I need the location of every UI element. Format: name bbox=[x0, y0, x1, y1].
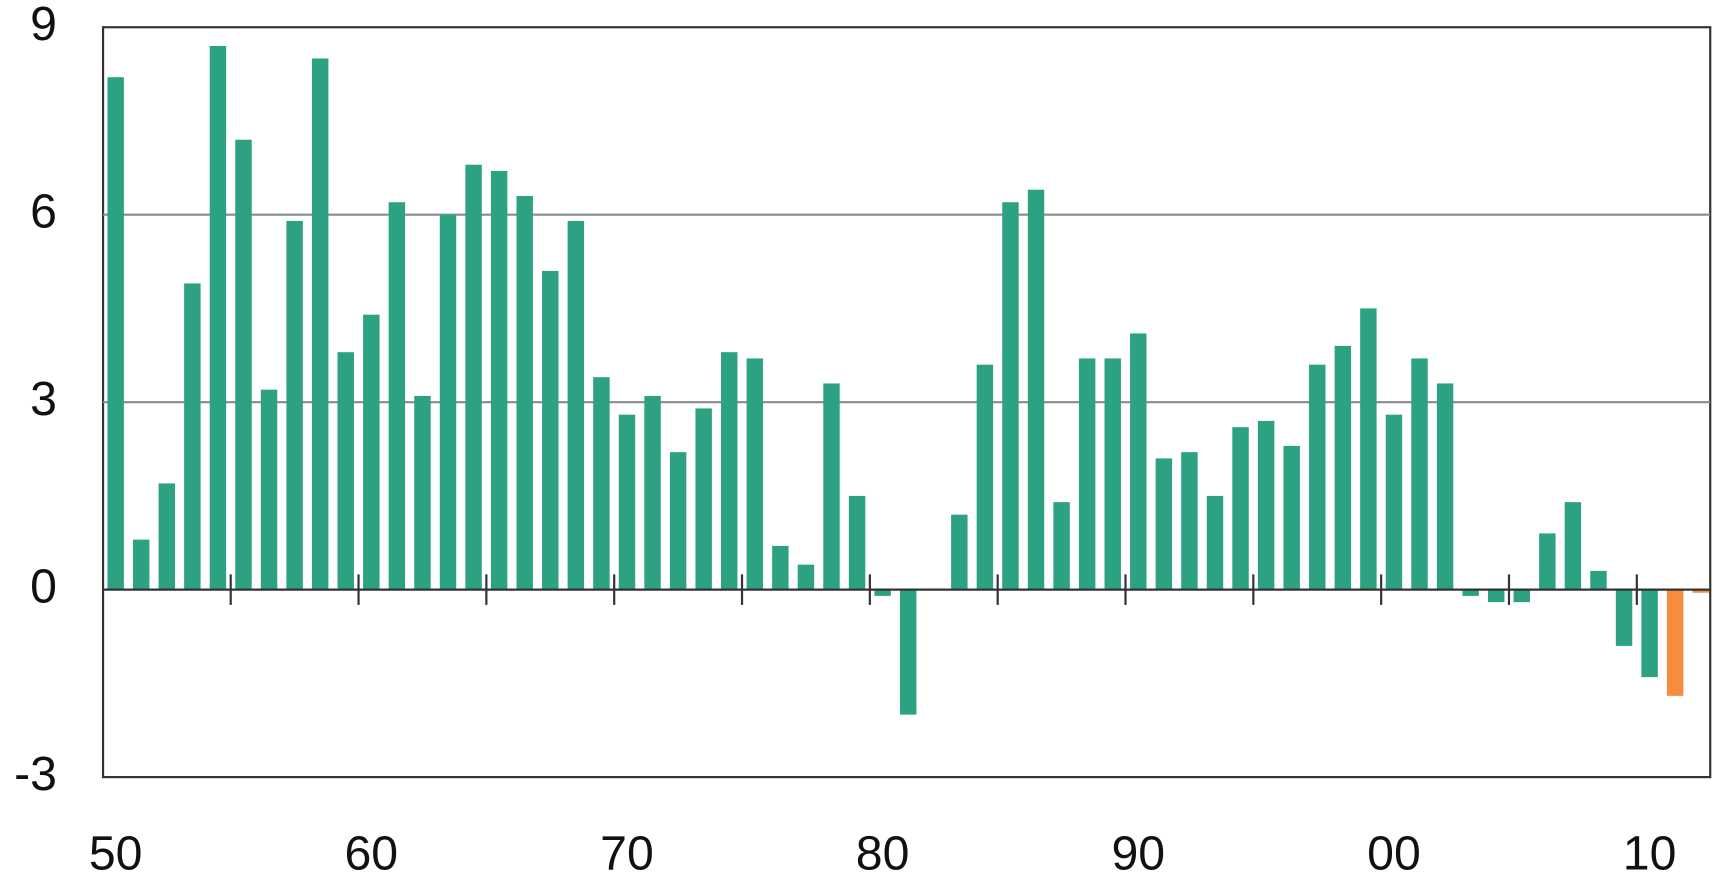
bar bbox=[439, 214, 457, 590]
bar bbox=[158, 483, 176, 590]
bar bbox=[1513, 589, 1530, 603]
bar bbox=[593, 377, 610, 590]
bar bbox=[951, 514, 968, 590]
bar bbox=[746, 358, 764, 590]
bar bbox=[721, 352, 738, 590]
bar bbox=[1283, 445, 1300, 590]
bar bbox=[133, 539, 150, 590]
bar bbox=[209, 45, 227, 590]
bar bbox=[184, 283, 201, 590]
bar bbox=[414, 395, 431, 590]
bar bbox=[465, 164, 482, 590]
bar bbox=[516, 195, 533, 590]
bar bbox=[1564, 502, 1582, 590]
bar bbox=[1130, 333, 1147, 590]
bar bbox=[490, 170, 508, 590]
bar bbox=[1078, 358, 1096, 590]
bar bbox=[644, 395, 661, 590]
x-tick-label: 80 bbox=[856, 826, 910, 880]
y-tick-label: 9 bbox=[30, 0, 57, 51]
bar bbox=[1539, 533, 1556, 590]
bar bbox=[848, 495, 866, 590]
bar bbox=[286, 220, 303, 590]
bar bbox=[669, 452, 687, 590]
bar bbox=[388, 202, 406, 590]
bar bbox=[823, 383, 840, 590]
bar bbox=[1257, 420, 1275, 590]
x-tick-label: 90 bbox=[1111, 826, 1165, 880]
bar bbox=[1002, 202, 1019, 590]
bar bbox=[1462, 589, 1479, 596]
bar bbox=[1615, 589, 1633, 646]
bar bbox=[107, 77, 124, 590]
bar bbox=[337, 352, 354, 590]
x-tick-label: 50 bbox=[89, 826, 143, 880]
bar bbox=[1590, 570, 1607, 590]
bar bbox=[1411, 358, 1428, 590]
bar bbox=[1309, 364, 1326, 590]
bar bbox=[899, 589, 917, 715]
x-tick-label: 60 bbox=[344, 826, 398, 880]
bar bbox=[1053, 502, 1070, 590]
bar bbox=[618, 414, 636, 590]
bar bbox=[363, 314, 380, 590]
bar bbox=[797, 564, 815, 590]
x-tick-label: 70 bbox=[600, 826, 654, 880]
bar bbox=[1360, 308, 1377, 590]
bar bbox=[1181, 452, 1198, 590]
bar bbox=[567, 220, 585, 590]
bar bbox=[542, 270, 559, 590]
bar bbox=[235, 139, 252, 590]
bar bbox=[1104, 358, 1121, 590]
bar bbox=[1436, 383, 1454, 590]
bar bbox=[976, 364, 994, 590]
bar bbox=[772, 545, 789, 590]
y-tick-label: -3 bbox=[14, 747, 57, 801]
bar bbox=[1641, 589, 1658, 678]
bar bbox=[1692, 589, 1709, 593]
bar bbox=[874, 589, 891, 596]
bar bbox=[1155, 458, 1173, 590]
y-tick-label: 6 bbox=[30, 185, 57, 239]
bar bbox=[1206, 495, 1224, 590]
bar bbox=[1666, 589, 1684, 696]
x-tick-label: 00 bbox=[1367, 826, 1421, 880]
x-tick-label: 10 bbox=[1623, 826, 1677, 880]
bar bbox=[1385, 414, 1403, 590]
bar bbox=[260, 389, 278, 590]
y-tick-label: 3 bbox=[30, 372, 57, 426]
bar bbox=[1232, 427, 1249, 590]
bar bbox=[311, 58, 329, 590]
bar bbox=[1487, 589, 1505, 603]
bar bbox=[695, 408, 712, 590]
y-tick-label: 0 bbox=[30, 559, 57, 613]
bar bbox=[1334, 345, 1352, 590]
bar bbox=[1027, 189, 1045, 590]
